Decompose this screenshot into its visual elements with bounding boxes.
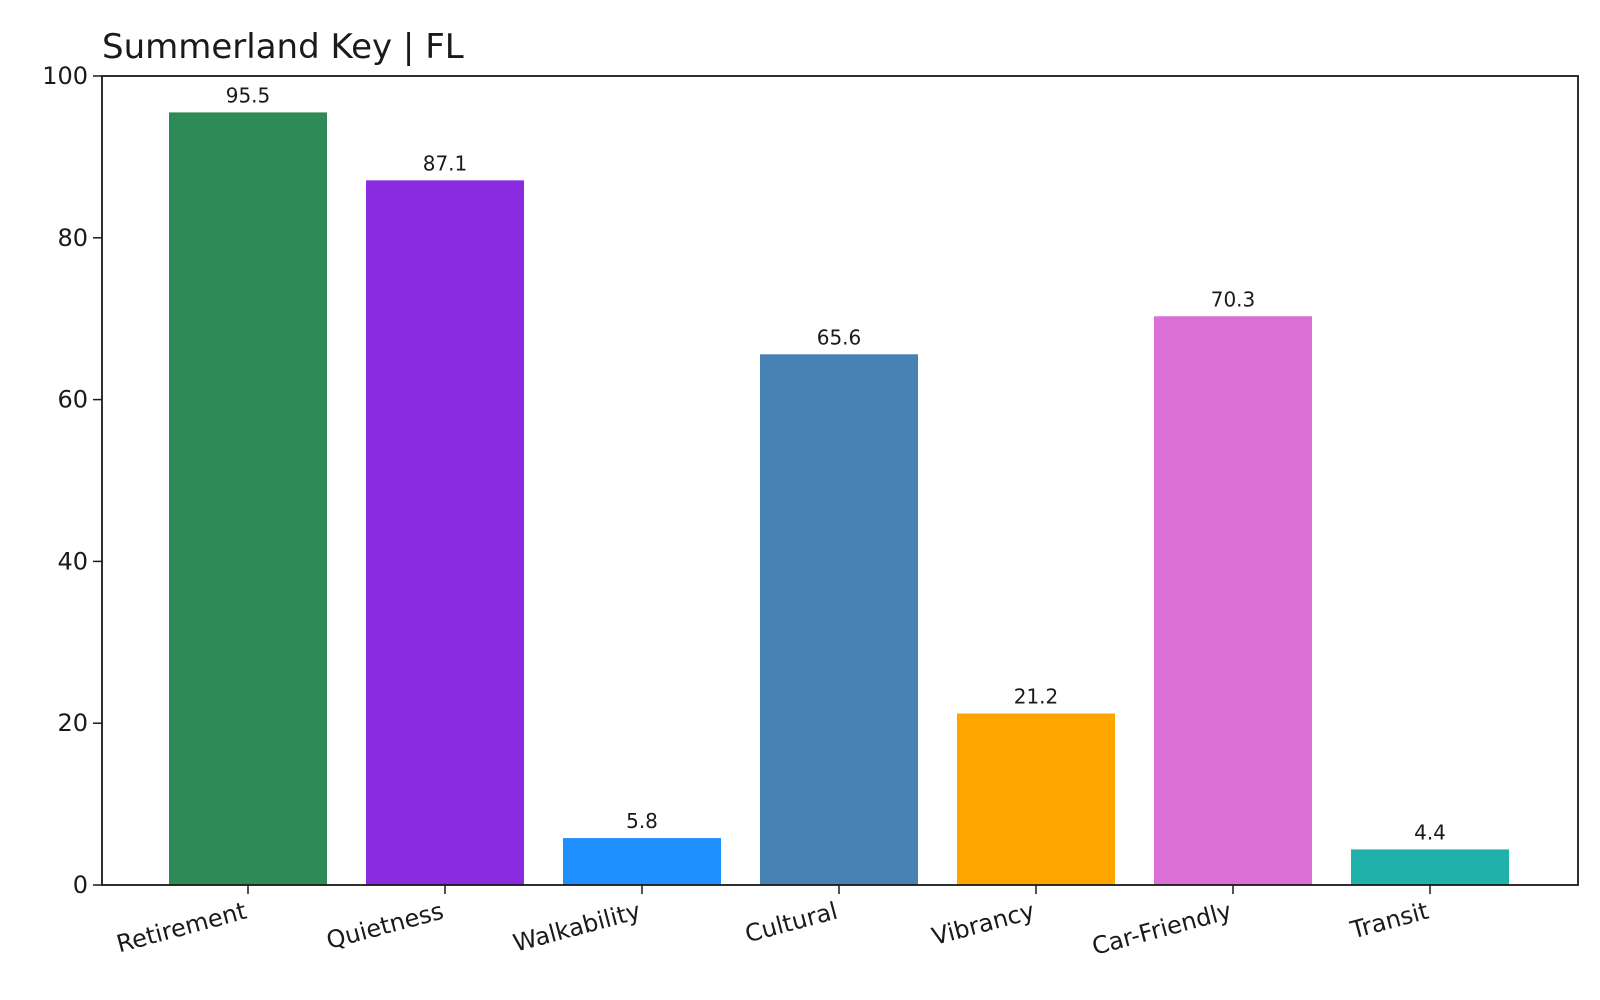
bar-vibrancy xyxy=(957,713,1115,885)
bar-transit xyxy=(1351,849,1509,885)
x-tick-label: Walkability xyxy=(510,897,643,958)
y-tick-label: 80 xyxy=(57,224,88,252)
bar-value-label: 4.4 xyxy=(1414,820,1446,844)
bar-value-label: 65.6 xyxy=(817,325,862,349)
chart-title: Summerland Key | FL xyxy=(102,27,464,67)
bar-quietness xyxy=(366,180,524,886)
bar-value-label: 70.3 xyxy=(1211,287,1256,311)
x-tick-label: Retirement xyxy=(114,897,250,959)
plot-area: 95.5 Retirement 87.1 Quietness 5.8 Walkabilit… xyxy=(42,62,1579,961)
bar-cultural xyxy=(760,354,918,885)
y-tick-label: 20 xyxy=(57,709,88,737)
bar-value-label: 21.2 xyxy=(1014,684,1059,708)
bar-value-label: 87.1 xyxy=(423,151,468,175)
x-tick-label: Vibrancy xyxy=(929,897,1038,951)
plot-frame xyxy=(101,75,1579,886)
y-tick-label: 40 xyxy=(57,547,88,575)
bar-walkability xyxy=(563,838,721,885)
bar-value-label: 95.5 xyxy=(226,83,271,107)
bar-value-label: 5.8 xyxy=(626,809,658,833)
x-tick-label: Transit xyxy=(1347,897,1432,945)
bar-retirement xyxy=(169,112,327,885)
bar-car-friendly xyxy=(1154,316,1312,885)
x-tick-label: Cultural xyxy=(742,897,841,949)
x-tick-label: Car-Friendly xyxy=(1089,897,1235,961)
x-tick-label: Quietness xyxy=(323,897,446,955)
y-tick-label: 100 xyxy=(42,62,88,90)
y-tick-label: 0 xyxy=(73,871,88,899)
y-tick-label: 60 xyxy=(57,386,88,414)
